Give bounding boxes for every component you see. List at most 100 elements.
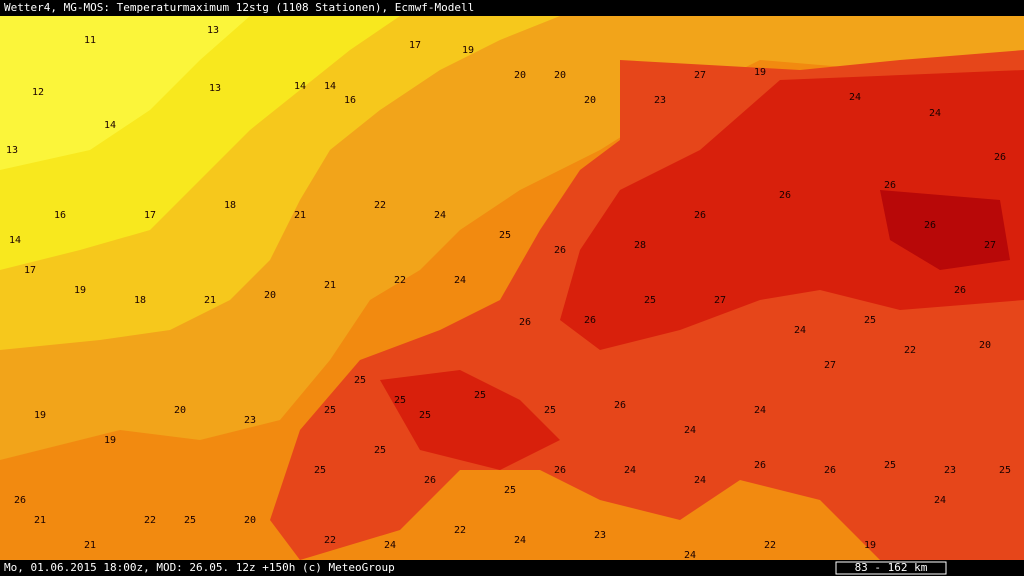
station-value: 26 [884, 180, 896, 191]
station-value: 13 [6, 145, 18, 156]
station-value: 25 [504, 485, 516, 496]
station-value: 24 [754, 405, 766, 416]
station-value: 22 [394, 275, 406, 286]
station-value: 19 [462, 45, 474, 56]
station-value: 13 [209, 83, 221, 94]
station-value: 24 [384, 540, 396, 551]
zone-red-south [380, 370, 560, 470]
station-value: 21 [34, 515, 46, 526]
station-value: 24 [794, 325, 806, 336]
station-value: 24 [624, 465, 636, 476]
station-value: 20 [174, 405, 186, 416]
footer-text: Mo, 01.06.2015 18:00z, MOD: 26.05. 12z +… [4, 561, 395, 574]
station-value: 24 [434, 210, 446, 221]
station-value: 25 [354, 375, 366, 386]
station-value: 14 [104, 120, 116, 131]
station-value: 25 [884, 460, 896, 471]
station-value: 26 [924, 220, 936, 231]
station-value: 23 [654, 95, 666, 106]
station-value: 26 [694, 210, 706, 221]
station-value: 23 [244, 415, 256, 426]
station-value: 16 [344, 95, 356, 106]
station-value: 21 [84, 540, 96, 551]
station-value: 25 [474, 390, 486, 401]
zone-red-dark [560, 70, 1024, 350]
station-value: 22 [764, 540, 776, 551]
station-value: 26 [954, 285, 966, 296]
station-value: 26 [994, 152, 1006, 163]
station-value: 26 [554, 465, 566, 476]
station-value: 20 [584, 95, 596, 106]
header-bar [0, 0, 1024, 16]
station-value: 25 [999, 465, 1011, 476]
zone-yellow-light [0, 16, 250, 170]
station-value: 14 [9, 235, 21, 246]
station-value: 18 [134, 295, 146, 306]
station-value: 25 [644, 295, 656, 306]
station-value: 23 [594, 530, 606, 541]
station-value: 22 [324, 535, 336, 546]
station-value: 25 [544, 405, 556, 416]
station-value: 14 [294, 81, 306, 92]
station-value: 19 [34, 410, 46, 421]
station-value: 27 [714, 295, 726, 306]
scale-box [835, 561, 947, 575]
station-value: 28 [634, 240, 646, 251]
station-value: 26 [824, 465, 836, 476]
station-value: 12 [32, 87, 44, 98]
station-value: 20 [264, 290, 276, 301]
station-value: 26 [754, 460, 766, 471]
station-value: 17 [24, 265, 36, 276]
station-value: 22 [374, 200, 386, 211]
station-value: 19 [74, 285, 86, 296]
station-value: 13 [207, 25, 219, 36]
station-value: 26 [424, 475, 436, 486]
station-value: 21 [294, 210, 306, 221]
station-value: 25 [864, 315, 876, 326]
stations: 11 13 12 14 13 13 14 14 16 17 19 20 20 20 23 27 19 24 24 26… [6, 25, 1011, 561]
station-value: 26 [614, 400, 626, 411]
station-value: 26 [779, 190, 791, 201]
station-value: 27 [694, 70, 706, 81]
station-value: 19 [104, 435, 116, 446]
station-value: 26 [584, 315, 596, 326]
station-value: 20 [244, 515, 256, 526]
station-value: 27 [984, 240, 996, 251]
station-value: 17 [409, 40, 421, 51]
station-value: 24 [454, 275, 466, 286]
station-value: 18 [224, 200, 236, 211]
station-value: 26 [14, 495, 26, 506]
footer-bar [0, 560, 1024, 576]
station-value: 24 [694, 475, 706, 486]
station-value: 17 [144, 210, 156, 221]
station-value: 26 [554, 245, 566, 256]
station-value: 24 [849, 92, 861, 103]
scale-text: 83 - 162 km [855, 561, 928, 574]
station-value: 11 [84, 35, 96, 46]
station-value: 20 [979, 340, 991, 351]
station-value: 26 [519, 317, 531, 328]
station-value: 21 [204, 295, 216, 306]
station-value: 27 [824, 360, 836, 371]
station-value: 25 [499, 230, 511, 241]
station-value: 22 [454, 525, 466, 536]
station-value: 25 [314, 465, 326, 476]
station-value: 19 [864, 540, 876, 551]
station-value: 25 [324, 405, 336, 416]
station-value: 24 [684, 425, 696, 436]
station-value: 25 [394, 395, 406, 406]
station-value: 20 [514, 70, 526, 81]
station-value: 19 [754, 67, 766, 78]
station-value: 24 [934, 495, 946, 506]
title: Wetter4, MG-MOS: Temperaturmaximum 12stg… [4, 1, 474, 14]
station-value: 25 [419, 410, 431, 421]
station-value: 24 [514, 535, 526, 546]
station-value: 16 [54, 210, 66, 221]
station-value: 21 [324, 280, 336, 291]
station-value: 24 [684, 550, 696, 561]
station-value: 14 [324, 81, 336, 92]
station-value: 23 [944, 465, 956, 476]
station-value: 25 [184, 515, 196, 526]
